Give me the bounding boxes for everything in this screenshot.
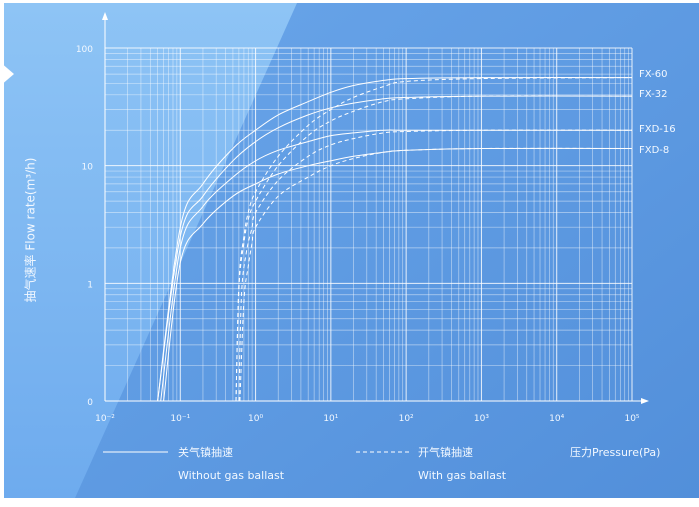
series-line-fx-32-dashed — [235, 95, 633, 402]
series-label-fxd-8: FXD-8 — [639, 145, 670, 156]
series-line-fx-32-solid — [157, 95, 633, 402]
y-tick-label: 0 — [87, 398, 93, 408]
legend-dashed-cn: 开气镇抽速 — [418, 446, 473, 459]
y-axis-label: 抽气速率 Flow rate(m³/h) — [23, 157, 38, 303]
legend-solid-en: Without gas ballast — [178, 469, 285, 482]
x-tick-label: 10³ — [474, 414, 489, 424]
x-tick-label: 10¹ — [323, 414, 338, 424]
x-tick-label: 10⁵ — [624, 414, 639, 424]
series-line-fxd-16-solid — [160, 129, 632, 402]
y-tick-label: 1 — [87, 280, 93, 290]
x-tick-label: 10⁻¹ — [170, 414, 190, 424]
x-axis-label: 压力Pressure(Pa) — [570, 446, 661, 459]
x-tick-label: 10⁻² — [95, 414, 115, 424]
series-line-fxd-8-dashed — [239, 147, 633, 402]
series-line-fx-60-dashed — [235, 77, 633, 402]
y-tick-label: 10 — [82, 163, 94, 173]
series-label-fx-32: FX-32 — [639, 89, 668, 100]
series-label-fx-60: FX-60 — [639, 69, 668, 80]
background-dark — [75, 3, 699, 498]
edge-notch — [0, 62, 14, 86]
legend-dashed-en: With gas ballast — [418, 469, 507, 482]
series-line-fx-60-solid — [157, 77, 633, 402]
axes — [102, 12, 649, 404]
curves — [157, 77, 633, 402]
x-tick-label: 10² — [399, 414, 414, 424]
tick-labels: 10⁻² 10⁻¹ 10⁰ 10¹ 10² 10³ 10⁴ 10⁵ 0 1 10 100 — [76, 45, 640, 424]
series-label-fxd-16: FXD-16 — [639, 124, 676, 135]
x-tick-label: 10⁴ — [549, 414, 564, 424]
y-tick-label: 100 — [76, 45, 93, 55]
legend-solid-cn: 关气镇抽速 — [178, 446, 233, 459]
x-tick-label: 10⁰ — [248, 414, 263, 424]
series-line-fxd-16-dashed — [238, 129, 633, 402]
grid — [104, 47, 633, 402]
y-axis-arrow — [102, 12, 108, 20]
x-axis-arrow — [641, 398, 649, 404]
